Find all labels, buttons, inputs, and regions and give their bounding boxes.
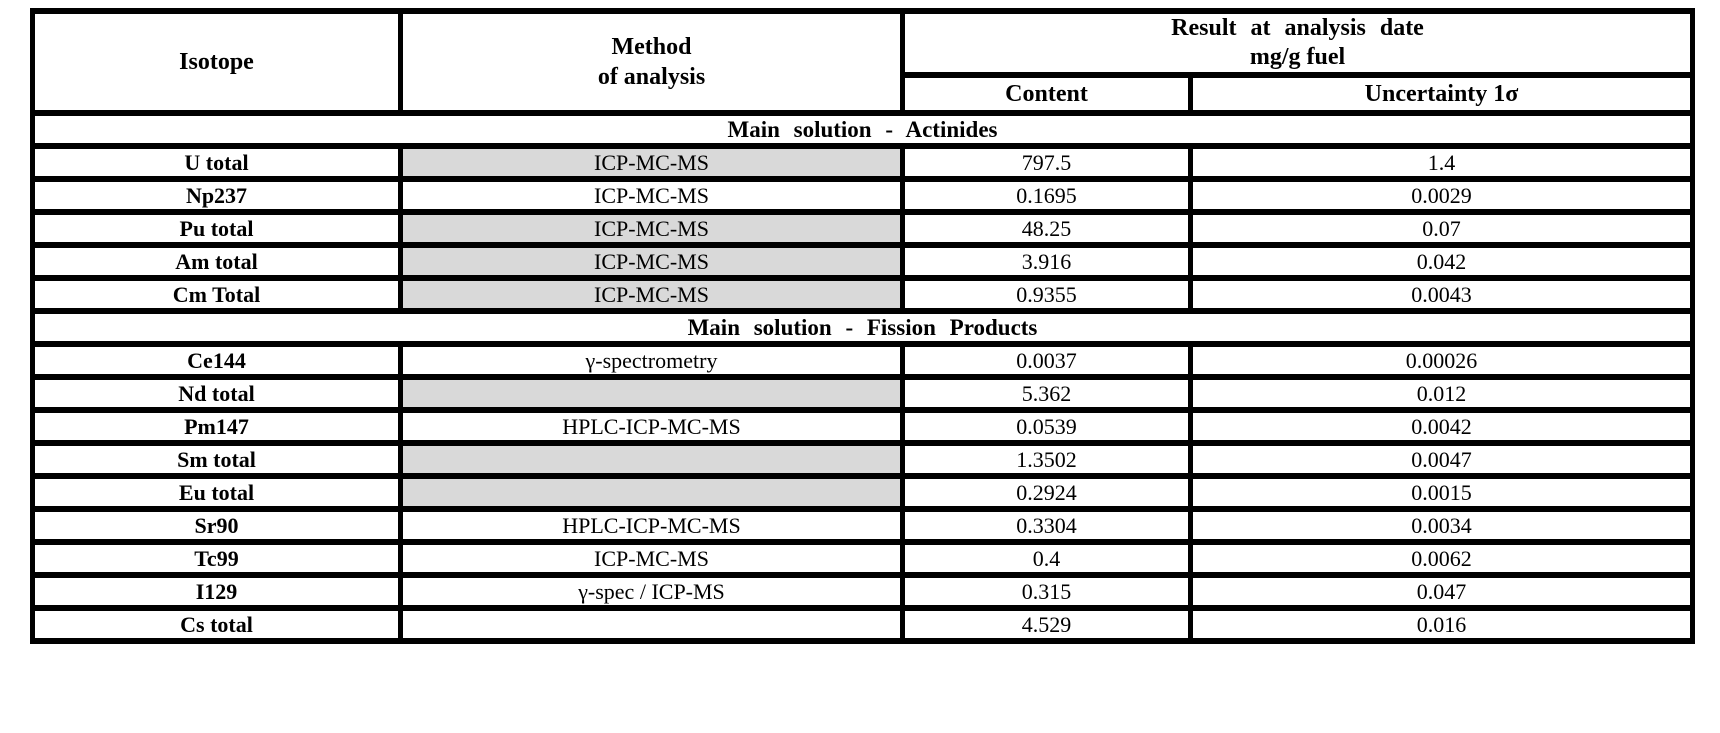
isotope-cell: Np237 <box>30 176 403 215</box>
section-header-row: Main solution - Fission Products <box>30 308 1695 347</box>
table-row: Cs total 4.529 0.016 <box>30 605 1695 644</box>
uncertainty-cell: 0.0015 <box>1188 473 1695 512</box>
content-cell: 3.916 <box>900 242 1193 281</box>
method-cell <box>398 605 905 644</box>
uncertainty-cell: 1.4 <box>1188 143 1695 182</box>
table-row: Cm Total ICP-MC-MS 0.9355 0.0043 <box>30 275 1695 314</box>
header-row-2: Content Uncertainty 1σ <box>33 72 1695 116</box>
isotope-cell: Cm Total <box>30 275 403 314</box>
isotope-cell: Ce144 <box>30 341 403 380</box>
section-header-row: Main solution - Actinides <box>30 110 1695 149</box>
table-row: Pu total ICP-MC-MS 48.25 0.07 <box>30 209 1695 248</box>
result-header-line2: mg/g fuel <box>1249 44 1346 70</box>
uncertainty-cell: 0.016 <box>1188 605 1695 644</box>
method-cell <box>398 374 905 413</box>
table-row: Nd total 5.362 0.012 <box>30 374 1695 413</box>
uncertainty-cell: 0.0029 <box>1188 176 1695 215</box>
isotope-cell: Eu total <box>30 473 403 512</box>
method-cell: ICP-MC-MS <box>398 539 905 578</box>
column-header-uncertainty: Uncertainty 1σ <box>1188 72 1695 116</box>
table-row: U total ICP-MC-MS 797.5 1.4 <box>30 143 1695 182</box>
content-cell: 0.2924 <box>900 473 1193 512</box>
isotope-cell: Nd total <box>30 374 403 413</box>
method-header-line2: of analysis <box>597 64 706 90</box>
content-cell: 0.315 <box>900 572 1193 611</box>
section-title: Main solution - Fission Products <box>30 308 1695 347</box>
content-cell: 1.3502 <box>900 440 1193 479</box>
method-cell: HPLC-ICP-MC-MS <box>398 506 905 545</box>
content-cell: 5.362 <box>900 374 1193 413</box>
method-cell: ICP-MC-MS <box>398 143 905 182</box>
isotope-cell: I129 <box>30 572 403 611</box>
table-row: Sm total 1.3502 0.0047 <box>30 440 1695 479</box>
table-row: Eu total 0.2924 0.0015 <box>30 473 1695 512</box>
method-header-line1: Method <box>611 34 692 60</box>
isotope-cell: Am total <box>30 242 403 281</box>
content-cell: 0.4 <box>900 539 1193 578</box>
uncertainty-cell: 0.0043 <box>1188 275 1695 314</box>
content-cell: 0.0037 <box>900 341 1193 380</box>
content-cell: 48.25 <box>900 209 1193 248</box>
method-cell: γ-spec / ICP-MS <box>398 572 905 611</box>
uncertainty-cell: 0.0047 <box>1188 440 1695 479</box>
uncertainty-cell: 0.042 <box>1188 242 1695 281</box>
content-cell: 0.1695 <box>900 176 1193 215</box>
table-row: I129 γ-spec / ICP-MS 0.315 0.047 <box>30 572 1695 611</box>
isotope-cell: Pm147 <box>30 407 403 446</box>
method-cell: γ-spectrometry <box>398 341 905 380</box>
table-row: Np237 ICP-MC-MS 0.1695 0.0029 <box>30 176 1695 215</box>
uncertainty-cell: 0.012 <box>1188 374 1695 413</box>
content-cell: 0.9355 <box>900 275 1193 314</box>
uncertainty-cell: 0.0034 <box>1188 506 1695 545</box>
method-cell: ICP-MC-MS <box>398 209 905 248</box>
content-cell: 797.5 <box>900 143 1193 182</box>
uncertainty-cell: 0.047 <box>1188 572 1695 611</box>
uncertainty-cell: 0.00026 <box>1188 341 1695 380</box>
method-cell <box>398 440 905 479</box>
isotope-cell: U total <box>30 143 403 182</box>
method-cell: ICP-MC-MS <box>398 242 905 281</box>
table-row: Am total ICP-MC-MS 3.916 0.042 <box>30 242 1695 281</box>
method-cell <box>398 473 905 512</box>
column-header-content: Content <box>900 72 1193 116</box>
column-header-result: Result at analysis date mg/g fuel <box>900 8 1695 78</box>
isotope-cell: Sm total <box>30 440 403 479</box>
content-cell: 0.3304 <box>900 506 1193 545</box>
isotope-cell: Tc99 <box>30 539 403 578</box>
column-header-method: Method of analysis <box>398 8 905 116</box>
table-row: Tc99 ICP-MC-MS 0.4 0.0062 <box>30 539 1695 578</box>
table-row: Pm147 HPLC-ICP-MC-MS 0.0539 0.0042 <box>30 407 1695 446</box>
isotope-analysis-table: Isotope Method of analysis Result at ana… <box>30 8 1695 644</box>
column-header-isotope: Isotope <box>30 8 403 116</box>
uncertainty-cell: 0.0062 <box>1188 539 1695 578</box>
isotope-cell: Pu total <box>30 209 403 248</box>
content-cell: 0.0539 <box>900 407 1193 446</box>
uncertainty-cell: 0.07 <box>1188 209 1695 248</box>
method-cell: ICP-MC-MS <box>398 176 905 215</box>
isotope-cell: Sr90 <box>30 506 403 545</box>
uncertainty-cell: 0.0042 <box>1188 407 1695 446</box>
header-row-1: Isotope Method of analysis Result at ana… <box>30 8 1695 116</box>
table-row: Sr90 HPLC-ICP-MC-MS 0.3304 0.0034 <box>30 506 1695 545</box>
content-cell: 4.529 <box>900 605 1193 644</box>
section-title: Main solution - Actinides <box>30 110 1695 149</box>
result-header-line1: Result at analysis date <box>1171 15 1424 41</box>
table-row: Ce144 γ-spectrometry 0.0037 0.00026 <box>30 341 1695 380</box>
method-cell: HPLC-ICP-MC-MS <box>398 407 905 446</box>
method-cell: ICP-MC-MS <box>398 275 905 314</box>
isotope-cell: Cs total <box>30 605 403 644</box>
